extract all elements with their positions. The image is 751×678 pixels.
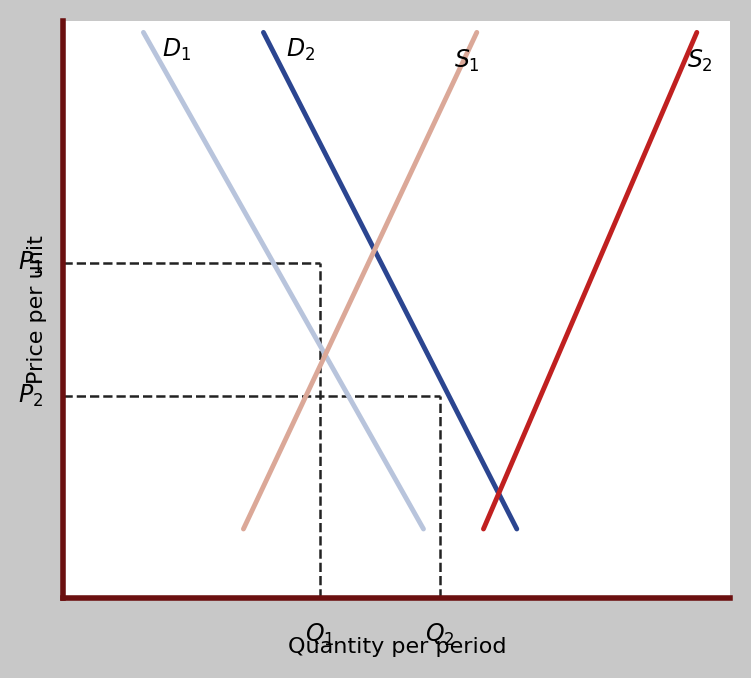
Text: $\mathit{D}_{2}$: $\mathit{D}_{2}$ xyxy=(285,37,315,63)
Y-axis label: Price per unit: Price per unit xyxy=(27,235,47,384)
Text: $\mathit{P}_1$: $\mathit{P}_1$ xyxy=(18,250,44,277)
Text: $\mathit{D}_{1}$: $\mathit{D}_{1}$ xyxy=(162,37,192,63)
Text: $\mathit{Q}_2$: $\mathit{Q}_2$ xyxy=(425,621,455,647)
X-axis label: Quantity per period: Quantity per period xyxy=(288,637,506,657)
Text: $\mathit{S}_{2}$: $\mathit{S}_{2}$ xyxy=(687,48,713,75)
Text: $\mathit{Q}_1$: $\mathit{Q}_1$ xyxy=(306,621,335,647)
Text: $\mathit{S}_{1}$: $\mathit{S}_{1}$ xyxy=(454,48,480,75)
Text: $\mathit{P}_2$: $\mathit{P}_2$ xyxy=(18,383,44,410)
